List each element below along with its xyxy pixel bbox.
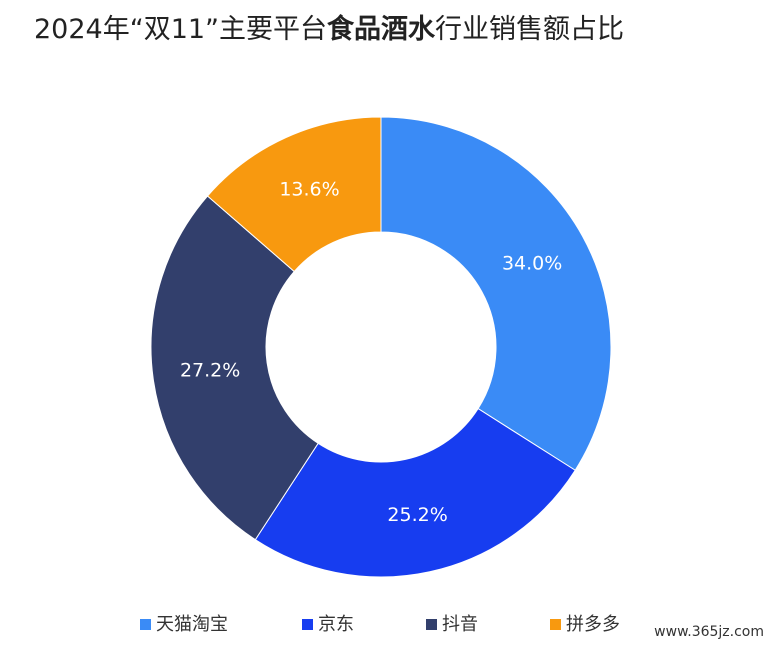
donut-slice <box>380 116 612 471</box>
donut-slice <box>254 407 576 578</box>
legend-label: 京东 <box>318 614 354 635</box>
title-bold: 食品酒水 <box>327 13 436 45</box>
legend-label: 拼多多 <box>566 614 620 635</box>
donut-slice <box>150 195 319 541</box>
title-part: 行业销售额占比 <box>435 14 624 45</box>
legend-swatch <box>302 619 313 630</box>
data-label: 34.0% <box>502 252 562 274</box>
data-label: 27.2% <box>180 359 240 381</box>
legend-label: 天猫淘宝 <box>156 614 228 635</box>
chart-title: 2024年“双11”主要平台食品酒水行业销售额占比 <box>34 13 624 45</box>
data-label: 25.2% <box>387 504 447 526</box>
legend-swatch <box>550 619 561 630</box>
watermark: www.365jz.com <box>654 624 764 640</box>
legend-label: 抖音 <box>442 614 478 635</box>
data-label: 13.6% <box>279 179 339 201</box>
title-part: 2024年“双11”主要平台 <box>34 14 327 45</box>
legend-swatch <box>426 619 437 630</box>
donut-slice <box>206 116 382 273</box>
legend-swatch <box>140 619 151 630</box>
